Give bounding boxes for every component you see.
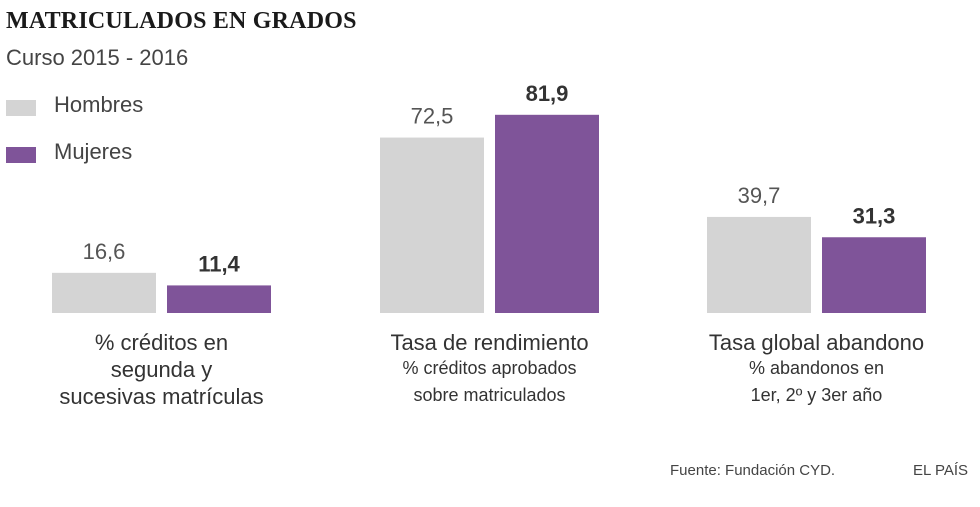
bar-mujeres-2 xyxy=(495,114,599,313)
chart-title: MATRICULADOS EN GRADOS xyxy=(6,8,357,34)
bar-group-3: 39,7 31,3 Tasa global abandono % abandonos … xyxy=(707,183,926,405)
category-label-2-line-2: % créditos aprobados xyxy=(402,358,576,378)
bar-hombres-1 xyxy=(52,272,156,313)
chart-subtitle: Curso 2015 - 2016 xyxy=(6,45,189,70)
bar-hombres-2 xyxy=(380,137,484,313)
legend-label-mujeres: Mujeres xyxy=(54,139,133,164)
category-label-3-line-2: % abandonos en xyxy=(749,358,884,378)
bar-mujeres-3 xyxy=(822,237,926,313)
category-label-1-line-2: segunda y xyxy=(111,357,213,382)
data-label-mujeres-2: 81,9 xyxy=(526,81,569,106)
category-label-1-line-3: sucesivas matrículas xyxy=(59,384,263,409)
publisher-credit: EL PAÍS xyxy=(913,462,969,479)
data-label-hombres-1: 16,6 xyxy=(83,239,126,264)
bar-mujeres-1 xyxy=(167,285,271,313)
category-label-3-line-3: 1er, 2º y 3er año xyxy=(751,385,883,405)
data-label-mujeres-1: 11,4 xyxy=(198,251,240,276)
legend-label-hombres: Hombres xyxy=(54,92,144,117)
bar-group-2: 72,5 81,9 Tasa de rendimiento % créditos ap… xyxy=(380,81,599,405)
category-label-1-line-1: % créditos en xyxy=(95,330,228,355)
data-label-hombres-3: 39,7 xyxy=(738,183,781,208)
legend-swatch-hombres xyxy=(6,100,36,116)
bar-hombres-3 xyxy=(707,216,811,313)
source-note: Fuente: Fundación CYD. xyxy=(670,462,836,479)
category-label-3-line-1: Tasa global abandono xyxy=(709,330,924,355)
data-label-mujeres-3: 31,3 xyxy=(853,203,896,228)
legend-swatch-mujeres xyxy=(6,147,36,163)
data-label-hombres-2: 72,5 xyxy=(411,104,454,129)
category-label-2-line-3: sobre matriculados xyxy=(413,385,565,405)
category-label-2-line-1: Tasa de rendimiento xyxy=(390,330,588,355)
